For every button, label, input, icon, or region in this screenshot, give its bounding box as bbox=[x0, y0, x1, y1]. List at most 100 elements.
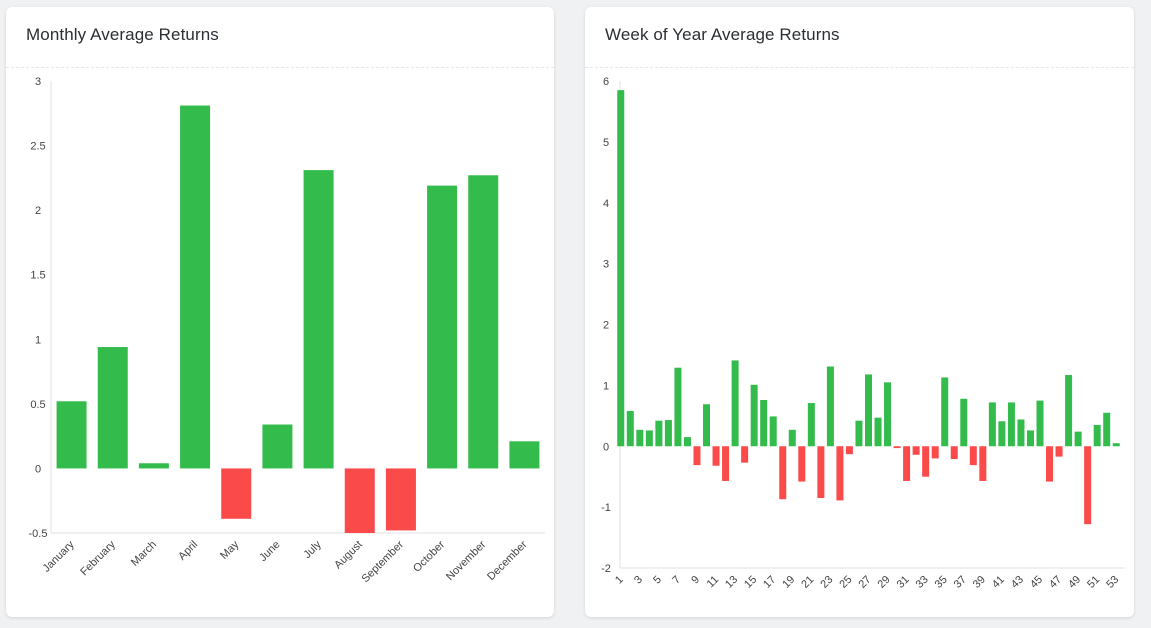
bar-26[interactable] bbox=[855, 420, 863, 447]
bar-20[interactable] bbox=[798, 446, 806, 482]
bar-22[interactable] bbox=[817, 446, 825, 498]
bar-41[interactable] bbox=[998, 421, 1006, 447]
bar-september[interactable] bbox=[385, 468, 416, 531]
y-tick-label: 1 bbox=[35, 334, 41, 346]
bar-19[interactable] bbox=[788, 429, 796, 447]
bar-10[interactable] bbox=[703, 404, 711, 447]
bar-51[interactable] bbox=[1093, 424, 1101, 447]
y-tick-label: -0.5 bbox=[29, 528, 48, 540]
bar-49[interactable] bbox=[1074, 431, 1082, 447]
bar-31[interactable] bbox=[903, 446, 911, 481]
bar-42[interactable] bbox=[1007, 402, 1015, 447]
bar-21[interactable] bbox=[807, 403, 815, 447]
bar-47[interactable] bbox=[1055, 446, 1063, 457]
bar-38[interactable] bbox=[969, 446, 977, 466]
bar-33[interactable] bbox=[922, 446, 930, 477]
bar-december[interactable] bbox=[509, 441, 540, 469]
bar-15[interactable] bbox=[750, 384, 758, 447]
x-tick-label: 49 bbox=[1066, 574, 1083, 591]
x-tick-label: February bbox=[78, 538, 118, 578]
y-tick-label: 0.5 bbox=[30, 399, 45, 411]
bar-4[interactable] bbox=[645, 430, 653, 447]
x-tick-label: September bbox=[360, 538, 407, 585]
bar-48[interactable] bbox=[1065, 375, 1073, 447]
bar-53[interactable] bbox=[1112, 443, 1120, 447]
bar-25[interactable] bbox=[845, 446, 853, 455]
bar-april[interactable] bbox=[180, 105, 211, 469]
x-tick-label: 43 bbox=[1009, 574, 1026, 591]
bar-45[interactable] bbox=[1036, 400, 1044, 447]
y-tick-label: 2 bbox=[35, 205, 41, 217]
bar-3[interactable] bbox=[636, 429, 644, 447]
bar-16[interactable] bbox=[760, 399, 768, 447]
bar-44[interactable] bbox=[1026, 430, 1034, 447]
weekly-chart-title: Week of Year Average Returns bbox=[605, 25, 840, 44]
bar-2[interactable] bbox=[626, 410, 634, 447]
bar-39[interactable] bbox=[979, 446, 987, 481]
bar-32[interactable] bbox=[912, 446, 920, 455]
bar-july[interactable] bbox=[303, 170, 334, 469]
y-tick-label: 3 bbox=[603, 259, 609, 271]
x-tick-label: December bbox=[485, 538, 530, 583]
bar-40[interactable] bbox=[988, 402, 996, 447]
weekly-card-header: Week of Year Average Returns bbox=[585, 7, 1134, 68]
bar-17[interactable] bbox=[769, 416, 777, 447]
bar-50[interactable] bbox=[1084, 446, 1092, 525]
bar-30[interactable] bbox=[893, 446, 901, 449]
y-tick-label: 1 bbox=[603, 380, 609, 392]
bar-february[interactable] bbox=[97, 347, 128, 469]
bar-12[interactable] bbox=[722, 446, 730, 481]
bar-18[interactable] bbox=[779, 446, 787, 500]
bar-march[interactable] bbox=[138, 463, 169, 469]
x-tick-label: 39 bbox=[971, 574, 988, 591]
bar-7[interactable] bbox=[674, 367, 682, 447]
bar-august[interactable] bbox=[344, 468, 375, 533]
x-tick-label: 15 bbox=[742, 574, 759, 591]
x-tick-label: 51 bbox=[1085, 574, 1102, 591]
bar-october[interactable] bbox=[427, 185, 458, 469]
x-tick-label: 37 bbox=[952, 574, 969, 591]
x-tick-label: 41 bbox=[990, 574, 1007, 591]
bar-27[interactable] bbox=[865, 374, 872, 447]
x-tick-label: 31 bbox=[895, 574, 912, 591]
x-tick-label: October bbox=[411, 538, 447, 574]
bar-52[interactable] bbox=[1103, 412, 1111, 447]
bar-1[interactable] bbox=[617, 90, 625, 447]
y-tick-label: 3 bbox=[35, 76, 41, 88]
x-tick-label: 19 bbox=[780, 574, 797, 591]
bar-may[interactable] bbox=[221, 468, 252, 519]
y-tick-label: 5 bbox=[603, 137, 609, 149]
bar-28[interactable] bbox=[874, 417, 882, 447]
y-tick-label: 1.5 bbox=[30, 270, 45, 282]
bar-34[interactable] bbox=[931, 446, 939, 459]
bar-35[interactable] bbox=[941, 377, 949, 447]
x-tick-label: 47 bbox=[1047, 574, 1064, 591]
bar-43[interactable] bbox=[1017, 419, 1025, 447]
x-tick-label: 17 bbox=[761, 574, 778, 591]
bar-36[interactable] bbox=[950, 446, 958, 460]
bar-29[interactable] bbox=[884, 382, 892, 447]
x-tick-label: June bbox=[257, 539, 282, 564]
bar-13[interactable] bbox=[731, 360, 739, 447]
bar-9[interactable] bbox=[693, 446, 701, 466]
monthly-chart-title: Monthly Average Returns bbox=[26, 25, 219, 44]
bar-6[interactable] bbox=[664, 420, 672, 447]
y-tick-label: -2 bbox=[601, 563, 611, 575]
bar-24[interactable] bbox=[836, 446, 844, 501]
y-tick-label: 0 bbox=[35, 463, 41, 475]
bar-11[interactable] bbox=[712, 446, 720, 466]
y-tick-label: 0 bbox=[603, 441, 609, 453]
bar-8[interactable] bbox=[683, 437, 691, 447]
bar-january[interactable] bbox=[56, 401, 87, 469]
x-tick-label: March bbox=[129, 539, 159, 569]
bar-june[interactable] bbox=[262, 424, 293, 469]
y-tick-label: 2 bbox=[603, 320, 609, 332]
bar-23[interactable] bbox=[826, 366, 834, 447]
bar-14[interactable] bbox=[741, 446, 749, 463]
bar-5[interactable] bbox=[655, 420, 663, 447]
x-tick-label: 23 bbox=[818, 574, 835, 591]
bar-37[interactable] bbox=[960, 398, 968, 447]
bar-46[interactable] bbox=[1046, 446, 1054, 482]
bar-november[interactable] bbox=[468, 175, 499, 469]
